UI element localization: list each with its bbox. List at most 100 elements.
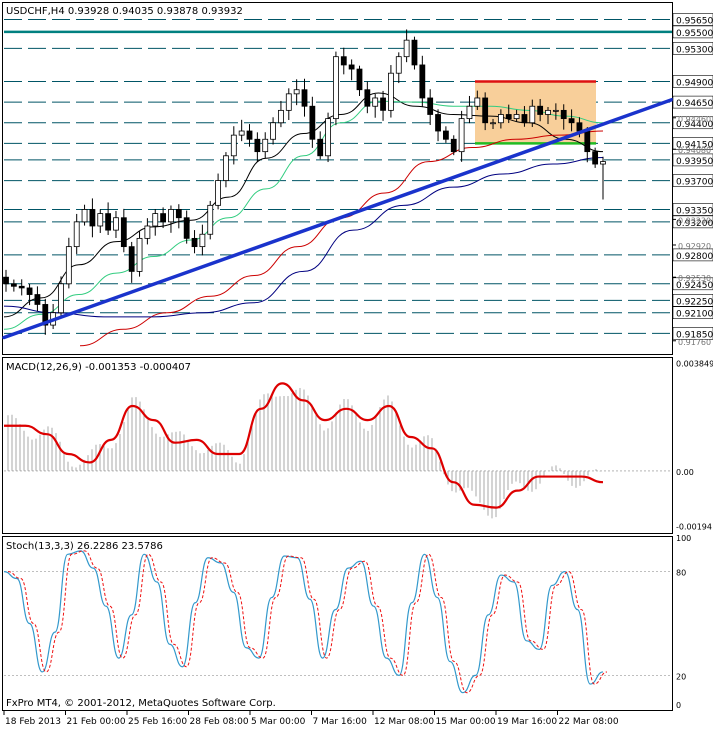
stoch-k-line: [3, 550, 604, 694]
candle-body: [293, 89, 300, 95]
candle-body: [395, 56, 402, 74]
scale-tick-label: 0.93230: [678, 216, 711, 225]
price-level-tag: [672, 327, 713, 340]
candle-body: [42, 304, 49, 326]
candle-body: [364, 89, 371, 107]
candle-body: [521, 114, 528, 124]
macd-scale-labels: 0.003849 0.00 -0.00194: [676, 359, 713, 531]
candle-body: [435, 114, 441, 132]
stoch-panel-frame: [2, 536, 673, 711]
candle-body: [333, 56, 339, 120]
scale-tick-label: 0.92530: [678, 274, 711, 283]
macd-signal: [3, 382, 604, 509]
price-level-tag: [672, 174, 713, 187]
price-level-label: 0.95300: [676, 45, 713, 55]
candle-body: [10, 283, 17, 287]
x-tick-label: 22 Mar 08:00: [559, 717, 619, 727]
candle-body: [458, 118, 465, 153]
stoch-d-line: [7, 550, 608, 694]
candle-body: [34, 294, 41, 305]
candle-body: [442, 130, 449, 140]
candle-body: [73, 221, 80, 248]
candle-body: [81, 209, 88, 223]
candle-body: [317, 138, 324, 157]
price-level-label: 0.93200: [676, 219, 713, 229]
candle-body: [372, 97, 379, 107]
x-tick-label: 21 Feb 00:00: [67, 717, 126, 727]
candle-body: [552, 109, 559, 112]
candle-body: [238, 130, 245, 136]
candle-body: [380, 97, 386, 111]
candle-body: [560, 109, 567, 120]
price-level-tag: [672, 75, 713, 88]
candle-body: [128, 246, 135, 272]
candle-body: [513, 114, 520, 120]
candle-body: [301, 89, 308, 107]
price-level-label: 0.92450: [676, 281, 713, 291]
stochastic-lines: [3, 550, 672, 694]
candle-body: [191, 237, 198, 248]
stoch-scale-label: 100: [676, 534, 691, 543]
candle-body: [411, 39, 418, 66]
candle-body: [105, 213, 112, 231]
candle-body: [285, 93, 292, 111]
macd-scale-label: -0.00194: [676, 523, 712, 532]
price-level-tag: [672, 13, 713, 26]
price-level-label: 0.92800: [676, 252, 713, 262]
candle-body: [505, 114, 512, 120]
candle-body: [474, 97, 481, 107]
stoch-title: Stoch(13,3,3) 26.2286 23.5786: [6, 541, 163, 552]
candle-body: [215, 180, 221, 206]
macd-panel-frame: [2, 357, 673, 534]
scale-tick-label: 0.91760: [678, 338, 711, 347]
candle-body: [325, 118, 331, 157]
stochastic-scale-labels: 100 80 20 0: [676, 534, 691, 710]
candle-body: [183, 217, 190, 239]
candle-body: [568, 118, 575, 124]
price-level-label: 0.93700: [676, 178, 713, 188]
candle-body: [26, 287, 33, 295]
candle-body: [136, 237, 143, 272]
price-level-label: 0.92100: [676, 310, 713, 320]
macd-scale-label: 0.00: [676, 468, 694, 477]
support-trendline: [2, 97, 674, 340]
candle-body: [175, 209, 182, 219]
candle-body: [65, 246, 72, 285]
candle-body: [309, 105, 316, 140]
candle-body: [584, 130, 591, 153]
candle-body: [482, 97, 489, 124]
candle-body: [3, 276, 9, 285]
price-level-label: 0.94900: [676, 78, 713, 88]
price-level-tag: [672, 277, 713, 291]
candle-body: [490, 122, 496, 125]
price-level-label: 0.91850: [676, 330, 713, 340]
candle-body: [223, 155, 229, 181]
candles: [3, 29, 606, 335]
price-level-label: 0.93350: [676, 206, 713, 216]
macd-signal-line: [3, 382, 604, 509]
scale-tick-label: 0.94460: [678, 115, 711, 124]
candle-body: [356, 68, 363, 91]
x-tick-label: 18 Feb 2013: [5, 717, 61, 727]
candle-body: [230, 134, 237, 157]
main-panel-frame: [2, 2, 673, 355]
candle-body: [466, 105, 473, 120]
stoch-scale-label: 0: [676, 701, 681, 710]
candle-body: [340, 56, 347, 66]
macd-scale-label: 0.003849: [676, 359, 713, 368]
candle-body: [388, 72, 394, 111]
price-level-label: 0.95650: [676, 17, 713, 27]
candle-body: [348, 64, 355, 70]
candle-body: [89, 209, 96, 227]
price-level-tag: [672, 137, 713, 150]
candle-body: [207, 204, 214, 235]
candle-body: [497, 114, 504, 124]
moving-average-line: [3, 156, 604, 318]
price-level-tag: [672, 42, 713, 55]
x-tick-label: 28 Feb 08:00: [190, 717, 249, 727]
candle-body: [58, 283, 64, 314]
price-level-label: 0.92250: [676, 297, 713, 307]
scale-tick-label: 0.92920: [678, 242, 711, 251]
price-level-tag: [672, 153, 713, 167]
